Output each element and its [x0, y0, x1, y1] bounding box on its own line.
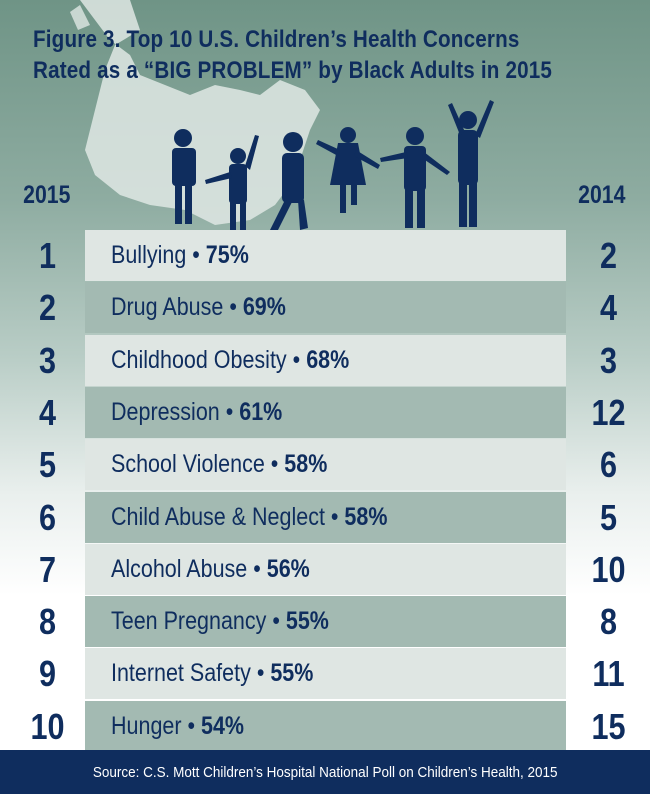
bullet-separator: • [192, 241, 200, 269]
concern-label: Internet Safety [111, 659, 251, 688]
table-row: Child Abuse & Neglect • 58% [85, 491, 566, 543]
table-row: School Violence • 58% [85, 439, 566, 491]
rank-2015: 8 [38, 601, 57, 643]
source-footer: Source: C.S. Mott Children’s Hospital Na… [0, 750, 650, 794]
rank-2014: 5 [599, 496, 618, 538]
concern-label: Drug Abuse [111, 293, 224, 322]
concern-label: School Violence [111, 450, 265, 479]
rank-2015: 10 [30, 705, 65, 747]
concern-label: Childhood Obesity [111, 345, 287, 374]
concern-label: Child Abuse & Neglect [111, 502, 325, 531]
bullet-separator: • [229, 293, 237, 322]
child-silhouette-3 [270, 132, 308, 230]
table-row: Hunger • 54% [85, 700, 566, 752]
bullet-separator: • [292, 345, 301, 374]
concern-text: Drug Abuse • 69% [111, 293, 286, 322]
concern-text: Teen Pregnancy • 55% [111, 607, 329, 636]
child-silhouette-2 [205, 135, 259, 230]
rank-2015: 6 [38, 496, 57, 538]
concern-label: Hunger [111, 711, 182, 740]
rank-2014: 3 [599, 339, 618, 381]
percent-value: 58% [344, 502, 388, 531]
rank-2015: 7 [38, 548, 57, 590]
concern-text: Alcohol Abuse • 56% [111, 555, 310, 584]
bullet-separator: • [270, 450, 279, 479]
table-row: Depression • 61% [85, 386, 566, 438]
rank-2014: 4 [599, 287, 618, 329]
table-row: Bullying • 75% [85, 230, 566, 281]
column-header-2014: 2014 [578, 181, 626, 209]
rank-2015: 2 [38, 287, 57, 329]
rank-2014: 6 [599, 444, 618, 486]
rank-2014: 8 [599, 601, 618, 643]
figure-title: Figure 3. Top 10 U.S. Children’s Health … [33, 24, 552, 86]
concern-text: School Violence • 58% [111, 450, 327, 479]
rank-2014: 15 [591, 705, 626, 747]
rank-2014: 11 [592, 653, 625, 695]
table-row: Childhood Obesity • 68% [85, 334, 566, 386]
percent-value: 56% [266, 554, 310, 583]
bullet-separator: • [272, 607, 280, 636]
child-silhouette-1 [172, 129, 196, 224]
table-row: Alcohol Abuse • 56% [85, 543, 566, 595]
concern-label: Depression [111, 397, 220, 426]
us-map-silhouette [70, 0, 320, 225]
percent-value: 75% [205, 241, 249, 269]
source-text: Source: C.S. Mott Children’s Hospital Na… [92, 763, 558, 781]
concern-text: Child Abuse & Neglect • 58% [111, 503, 387, 532]
concern-label: Teen Pregnancy [111, 607, 267, 636]
rank-2015: 5 [38, 444, 57, 486]
percent-value: 54% [201, 711, 245, 740]
percent-value: 58% [284, 450, 328, 479]
table-row: Drug Abuse • 69% [85, 282, 566, 334]
percent-value: 55% [285, 607, 329, 636]
rank-2015: 3 [38, 339, 57, 381]
rank-2015: 1 [38, 235, 57, 276]
percent-value: 55% [270, 659, 314, 688]
column-header-2015: 2015 [23, 181, 71, 209]
concern-text: Depression • 61% [111, 398, 282, 427]
bullet-separator: • [187, 711, 196, 740]
rank-2014: 10 [591, 548, 626, 590]
rank-2015: 4 [38, 391, 57, 433]
children-silhouettes [172, 100, 494, 230]
rank-2015: 9 [38, 653, 57, 695]
bullet-separator: • [256, 659, 265, 688]
bullet-separator: • [330, 502, 339, 531]
concern-text: Bullying • 75% [111, 241, 249, 270]
rank-2014: 2 [599, 235, 618, 276]
concern-label: Bullying [111, 241, 187, 269]
concern-text: Hunger • 54% [111, 712, 244, 741]
child-silhouette-6 [448, 100, 494, 227]
rank-2014: 12 [591, 391, 626, 433]
percent-value: 61% [239, 397, 283, 426]
table-row: Teen Pregnancy • 55% [85, 596, 566, 648]
concern-text: Childhood Obesity • 68% [111, 346, 349, 375]
concern-label: Alcohol Abuse [111, 554, 248, 583]
table-row: Internet Safety • 55% [85, 648, 566, 700]
percent-value: 69% [242, 293, 286, 322]
bullet-separator: • [225, 397, 234, 426]
title-line-1: Figure 3. Top 10 U.S. Children’s Health … [33, 26, 520, 53]
child-silhouette-5 [380, 127, 450, 228]
concern-text: Internet Safety • 55% [111, 659, 313, 688]
bullet-separator: • [253, 554, 261, 583]
child-silhouette-4 [316, 127, 380, 213]
percent-value: 68% [306, 345, 350, 374]
title-line-2: Rated as a “BIG PROBLEM” by Black Adults… [33, 57, 553, 84]
